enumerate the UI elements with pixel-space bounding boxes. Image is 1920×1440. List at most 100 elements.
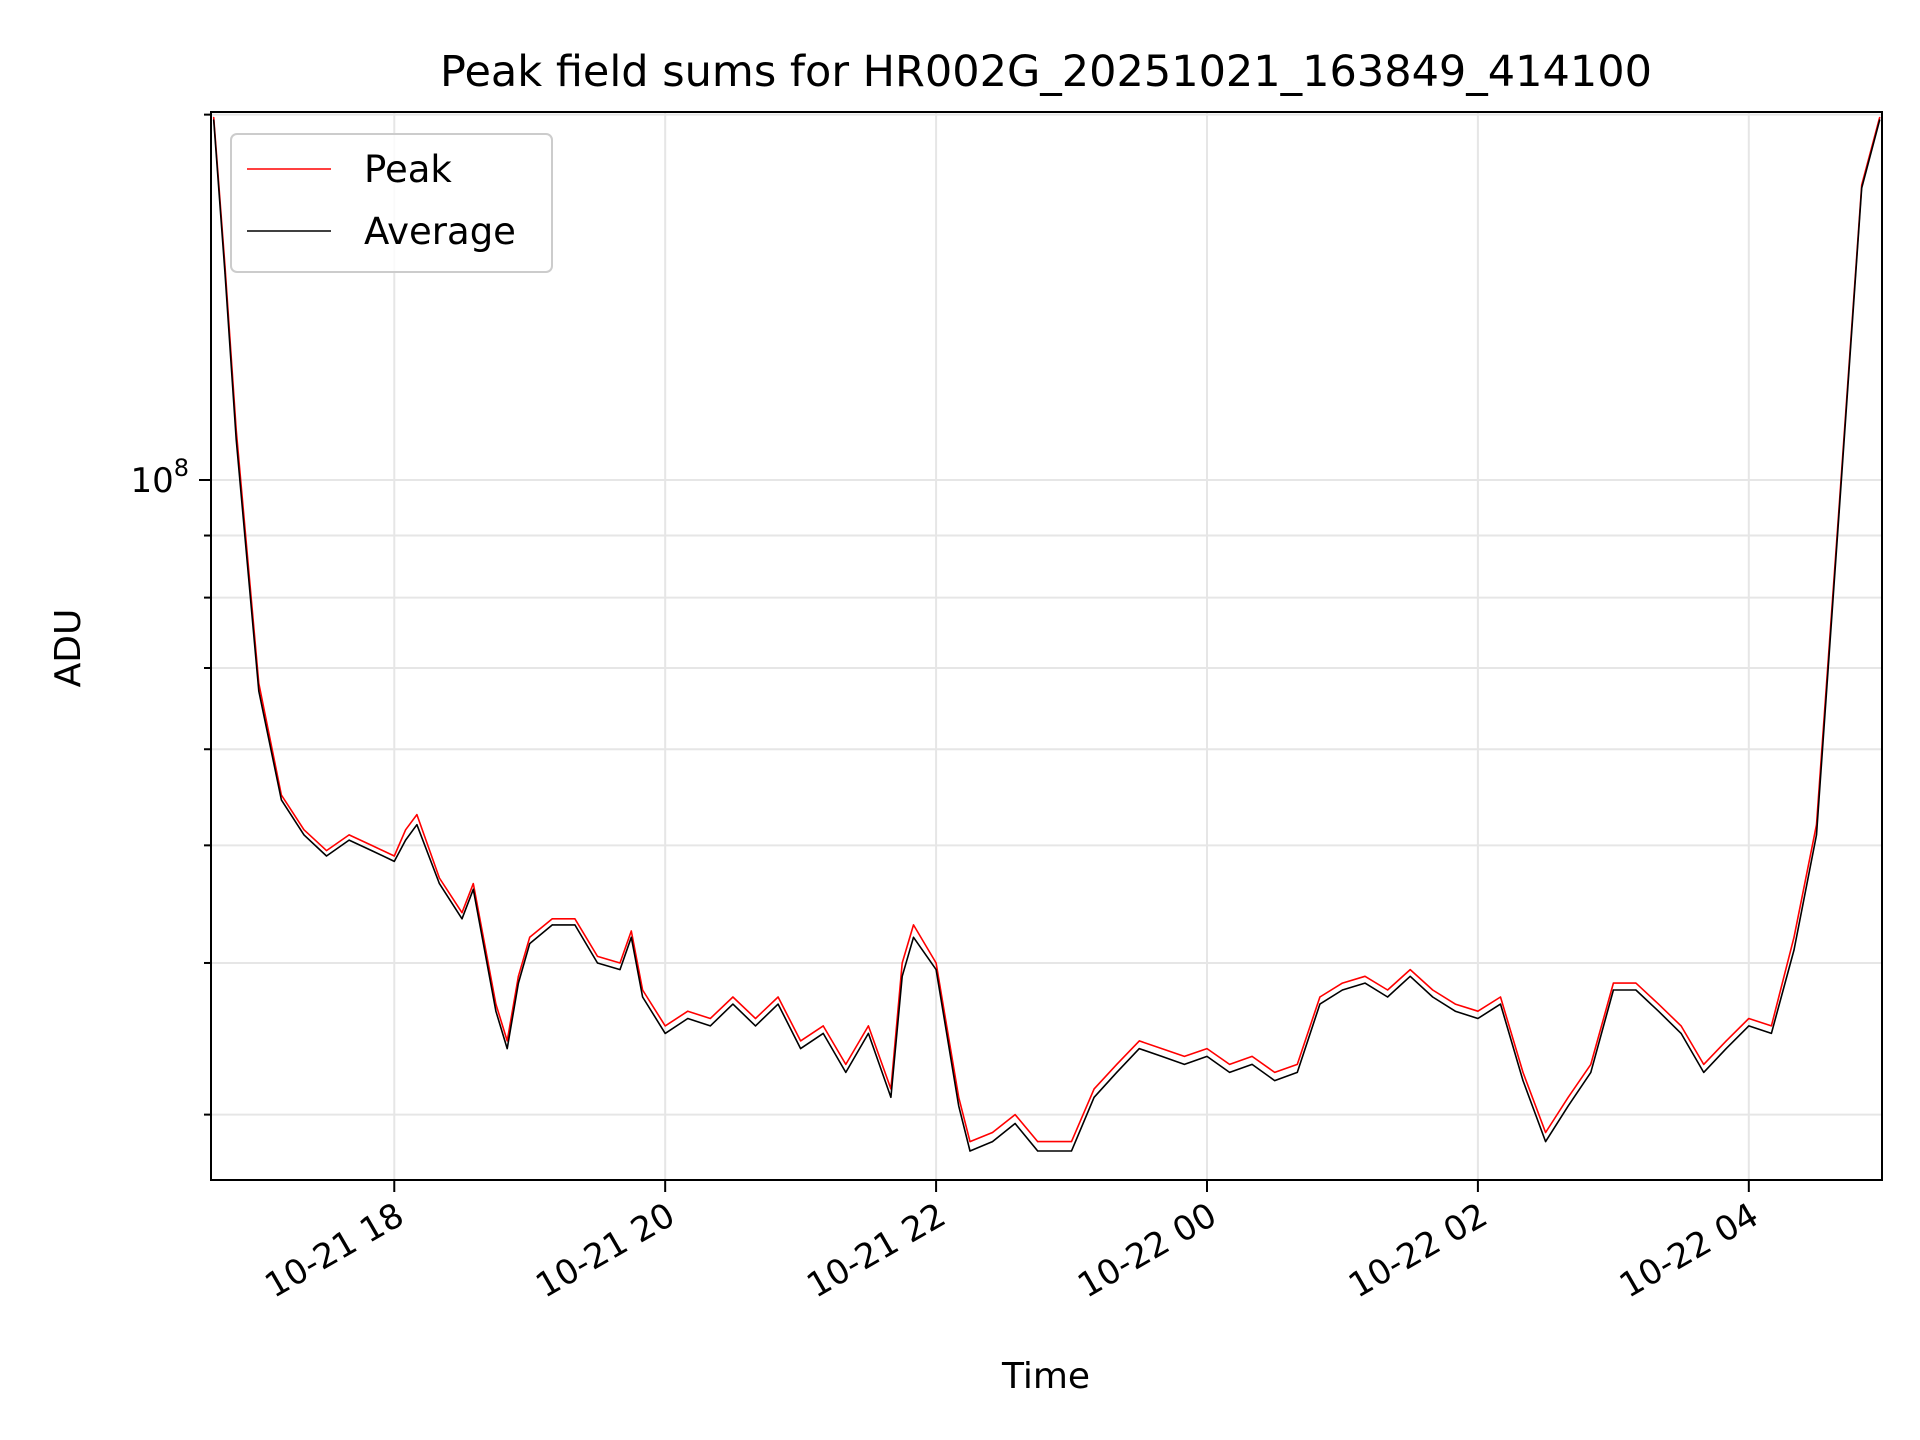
data-point-peak [1296,1063,1298,1065]
x-axis-label: Time [1001,1356,1090,1397]
data-point-average [630,936,632,938]
data-point-average [574,924,576,926]
data-point-average [393,860,395,863]
data-point-peak [777,996,779,998]
data-point-average [1183,1063,1185,1065]
data-point-average [991,1141,994,1143]
data-point-average [1522,1080,1524,1082]
data-point-average [258,690,260,692]
data-point-average [348,839,350,841]
data-point-peak [1093,1088,1095,1090]
data-point-peak [1477,1010,1479,1012]
data-point-average [1296,1071,1298,1073]
data-point-peak [1703,1063,1705,1065]
data-point-peak [393,855,395,857]
data-point-average [224,272,226,274]
data-point-peak [1770,1025,1772,1027]
data-point-peak [325,850,328,852]
data-point-average [472,888,474,890]
data-point-average [664,1032,666,1034]
data-point-average [325,855,328,857]
data-point-peak [1183,1055,1185,1057]
data-point-average [901,975,903,977]
data-point-average [1341,989,1343,991]
data-point-peak [416,814,418,816]
data-point-average [529,943,531,945]
data-point-average [1657,1010,1660,1012]
data-point-average [754,1025,757,1027]
data-point-peak [969,1141,971,1143]
data-point-average [1432,996,1434,998]
data-point-average [709,1025,711,1027]
grid-lines [211,112,1882,1180]
data-point-average [1319,1003,1321,1005]
data-point-average [1879,119,1881,121]
data-point-peak [303,829,305,831]
data-point-average [845,1071,847,1073]
data-point-peak [845,1063,847,1065]
data-point-average [1364,982,1366,984]
data-point-peak [551,918,553,920]
data-point-average [551,924,553,926]
series-average [212,119,1881,1152]
data-point-peak [1680,1025,1682,1027]
data-point-peak [213,116,215,118]
data-point-peak [912,924,915,926]
data-point-peak [709,1017,711,1020]
data-point-peak [1387,989,1389,991]
data-point-peak [1229,1063,1231,1065]
y-axis: 108 [130,113,211,1116]
data-point-average [1612,989,1614,991]
data-point-average [1070,1150,1073,1152]
data-point-peak [1545,1131,1547,1134]
data-point-average [495,1010,497,1012]
legend-label-average: Average [364,210,516,253]
data-point-average [506,1048,508,1050]
data-point-average [1206,1055,1208,1057]
data-point-peak [1341,982,1343,984]
data-point-peak [1138,1040,1140,1042]
data-point-average [867,1032,870,1034]
data-point-average [303,834,305,836]
data-point-peak [822,1025,824,1027]
data-point-average [800,1048,802,1050]
data-point-average [1635,989,1637,991]
data-point-average [958,1105,960,1107]
data-point-average [642,996,644,998]
data-point-average [1545,1141,1547,1143]
data-point-peak [867,1025,870,1027]
data-point-average [1748,1025,1750,1027]
data-point-average [438,883,440,885]
data-point-average [912,936,915,938]
data-point-peak [1274,1071,1276,1073]
data-point-average [1454,1010,1456,1012]
data-point-average [280,799,282,801]
data-point-peak [1037,1141,1039,1143]
data-point-average [732,1003,734,1005]
data-point-average [213,119,215,121]
data-point-peak [348,834,350,836]
data-point-average [1138,1048,1140,1050]
data-point-average [1725,1048,1727,1050]
data-point-peak [800,1040,802,1042]
data-point-average [1477,1017,1479,1020]
data-point-peak [732,996,734,998]
data-point-peak [472,883,474,885]
data-point-average [1815,834,1818,836]
data-point-average [1793,949,1795,951]
data-point-average [687,1017,689,1020]
data-point-peak [1116,1063,1118,1065]
data-point-peak [754,1017,757,1020]
data-point-peak [664,1025,666,1027]
data-point-peak [687,1010,689,1012]
data-point-peak [619,962,621,964]
data-point-peak [495,1003,497,1005]
data-point-average [1116,1071,1118,1073]
data-point-peak [1319,996,1321,998]
data-point-peak [1879,116,1881,118]
data-point-average [969,1150,971,1152]
data-point-peak [1612,982,1614,984]
data-point-peak [1567,1096,1569,1098]
data-point-peak [506,1040,508,1042]
